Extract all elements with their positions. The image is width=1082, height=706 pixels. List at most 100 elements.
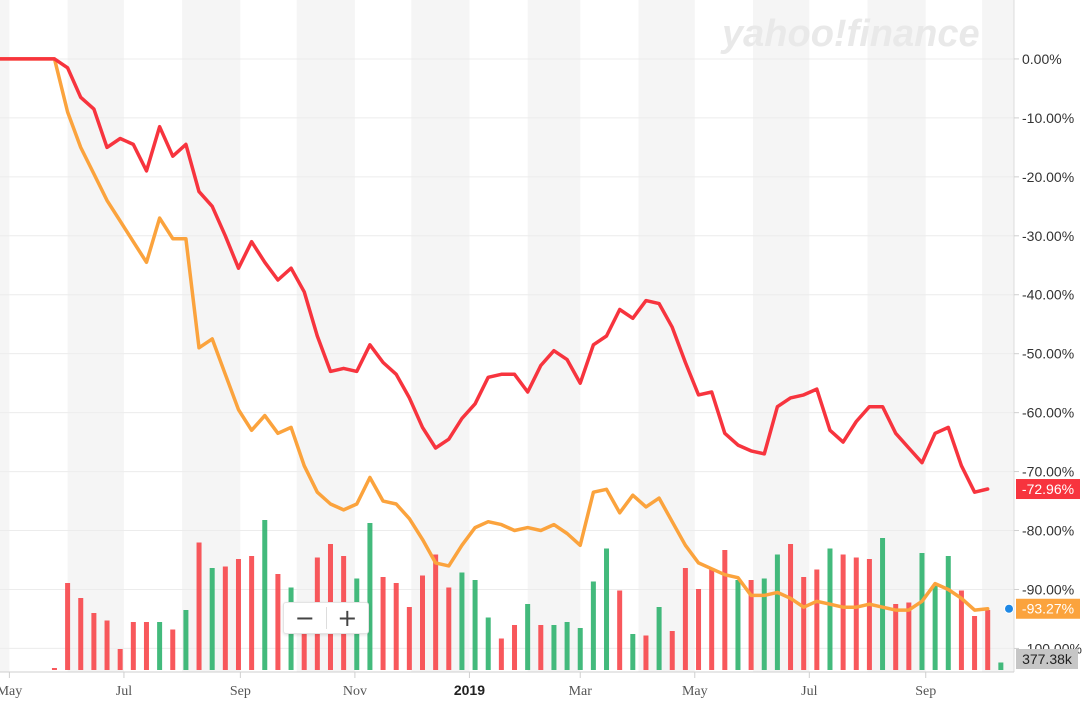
volume-bar [932,586,938,670]
volume-bar [604,548,610,670]
x-tick-label: Jul [801,684,817,699]
volume-bar [617,590,623,670]
volume-bar [301,631,307,670]
series-line [0,57,990,494]
volume-bar [722,550,728,670]
volume-bar [827,548,833,670]
month-band [182,0,241,672]
x-tick-label: Sep [915,684,936,699]
volume-bar [420,575,425,670]
volume-bar [117,649,123,670]
month-band [0,0,10,672]
volume-bar [590,581,596,670]
volume-bar [104,620,110,670]
series-value-label: -72.96% [1022,481,1074,497]
month-band [638,0,695,672]
y-tick-label: -40.00% [1022,287,1074,303]
volume-bar [525,604,531,670]
y-tick-label: -80.00% [1022,523,1074,539]
volume-bar [801,577,807,670]
volume-bar [380,577,386,670]
volume-bar [945,556,951,670]
volume-bar [275,574,281,670]
volume-bar [788,544,794,670]
zoom-divider [325,607,327,629]
x-tick-label: May [682,684,708,699]
volume-bar [130,622,136,670]
volume-bar [643,635,649,670]
volume-bar [893,604,899,670]
volume-bar [682,568,688,670]
series-end-dot [1004,603,1014,614]
volume-bar [65,583,71,670]
volume-bar [157,622,163,670]
volume-bar [866,559,872,670]
month-band [67,0,124,672]
volume-value-label: 377.38k [1022,651,1073,667]
month-band [527,0,581,672]
x-tick-label: Nov [343,684,367,699]
volume-bar [630,634,636,670]
volume-bar [880,538,886,670]
y-tick-label: -30.00% [1022,228,1074,244]
x-tick-label: Sep [230,684,251,699]
volume-bar [774,554,780,670]
volume-bar [538,625,544,670]
volume-bar [51,668,57,670]
volume-bar [393,583,399,670]
y-tick-label: -50.00% [1022,346,1074,362]
month-band [752,0,810,672]
volume-bar [985,610,991,670]
volume-bar [262,520,268,670]
volume-bar [840,554,846,670]
volume-bar [459,572,465,670]
y-axis-ticks: 0.00% -10.00% -20.00% -30.00% -40.00% -50.00%… [1014,51,1082,656]
volume-bar [222,566,228,670]
volume-bar [656,607,662,670]
volume-bar [209,568,215,670]
month-shading [0,0,1014,672]
volume-bar [551,625,557,670]
y-tick-label: 0.00% [1022,51,1062,67]
volume-value-badge [1016,649,1078,669]
volume-bar [170,629,176,670]
month-band [411,0,470,672]
volume-bar [512,625,518,670]
zoom-out-button[interactable]: − [294,604,315,632]
y-tick-label: -10.00% [1022,110,1074,126]
x-axis-ticks: May Jul Sep Nov 2019 Mar May Jul Sep [0,672,936,699]
volume-bar [709,568,715,670]
volume-bar [78,598,84,670]
value-badges: -72.96% -93.27% 377.38k [1004,479,1080,669]
volume-bar [761,578,767,670]
month-band [867,0,926,672]
volume-bar [972,616,978,670]
x-tick-label: 2019 [454,682,485,698]
zoom-in-button[interactable]: + [337,604,358,632]
series-value-badge [1016,479,1080,500]
zoom-controls: − + [283,602,369,634]
volume-bar [564,622,570,670]
volume-bar [249,556,255,670]
volume-bar [235,559,241,670]
volume-bar [183,610,189,670]
x-tick-label: Mar [569,684,593,699]
month-band [296,0,355,672]
yahoo-finance-watermark: yahoo!finance [720,13,980,55]
series-value-label: -93.27% [1022,601,1074,617]
volume-bar [485,617,491,670]
volume-bar [91,613,97,670]
y-tick-label: -70.00% [1022,464,1074,480]
volume-bar [446,587,452,670]
x-tick-label: May [0,684,22,699]
volume-bar [196,542,202,670]
volume-bar [998,662,1004,670]
volume-bar [669,631,675,670]
volume-bar [367,523,373,670]
series-value-badge [1016,598,1080,619]
volume-bar [143,622,149,670]
volume-bar [406,607,412,670]
volume-bar [853,557,859,670]
gridlines [0,58,1014,649]
